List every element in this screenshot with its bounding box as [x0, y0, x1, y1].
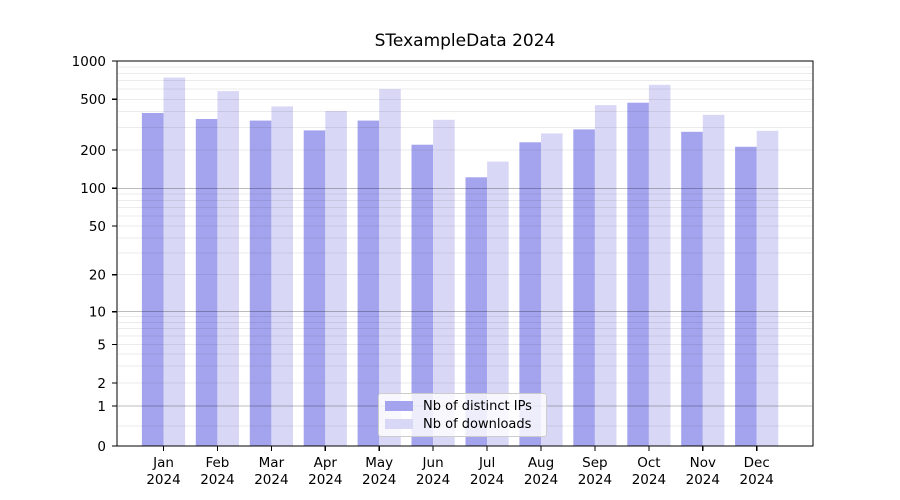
bar-ips-aug: [519, 142, 541, 447]
x-tick-label-month-may: May: [365, 455, 393, 471]
bar-ips-sep: [573, 129, 595, 446]
x-tick-label-year-feb: 2024: [200, 472, 234, 488]
axes-frame: [116, 60, 814, 447]
y-tick-label-500: 500: [80, 92, 106, 108]
bar-downloads-jan: [163, 77, 186, 446]
x-tick-label-month-dec: Dec: [744, 455, 770, 471]
legend-item-distinct-ips: Nb of distinct IPs: [379, 399, 546, 413]
bar-ips-jul: [465, 177, 488, 447]
legend: Nb of distinct IPs Nb of downloads: [378, 393, 547, 437]
y-tick-label-20: 20: [89, 268, 106, 284]
gridlines-layer: [118, 66, 812, 427]
legend-swatch-distinct-ips: [385, 400, 413, 412]
x-tick-label-year-jul: 2024: [470, 472, 504, 488]
bar-ips-may: [357, 120, 380, 446]
x-tick-label-year-nov: 2024: [686, 472, 720, 488]
x-tick-label-year-jun: 2024: [416, 472, 450, 488]
bar-downloads-jul: [487, 161, 509, 446]
bar-downloads-mar: [271, 106, 293, 447]
y-tick-label-10: 10: [89, 305, 106, 321]
plot-border: [116, 60, 814, 447]
tick-labels-layer: 01251020501002005001000Jan2024Feb2024Mar…: [72, 54, 774, 488]
bar-ips-oct: [627, 102, 649, 446]
x-tick-label-year-apr: 2024: [308, 472, 342, 488]
x-tick-label-month-oct: Oct: [637, 455, 660, 471]
x-tick-label-year-may: 2024: [362, 472, 396, 488]
bar-downloads-may: [379, 89, 401, 446]
x-tick-label-month-apr: Apr: [314, 455, 338, 471]
y-tick-label-100: 100: [80, 181, 106, 197]
bar-ips-dec: [735, 146, 757, 447]
y-tick-label-2: 2: [97, 376, 106, 392]
bar-downloads-nov: [702, 114, 725, 447]
bar-downloads-aug: [541, 133, 563, 446]
y-tick-label-1000: 1000: [72, 54, 106, 70]
bar-downloads-jun: [433, 119, 455, 447]
legend-swatch-downloads: [385, 418, 413, 430]
x-tick-label-year-dec: 2024: [740, 472, 774, 488]
bar-downloads-sep: [594, 105, 617, 446]
x-tick-label-month-mar: Mar: [259, 455, 285, 471]
tick-marks-layer: [112, 60, 758, 451]
y-tick-label-50: 50: [89, 219, 106, 235]
x-tick-label-month-jun: Jun: [422, 455, 444, 471]
y-tick-label-200: 200: [80, 143, 106, 159]
x-tick-label-month-aug: Aug: [528, 455, 554, 471]
y-tick-label-0: 0: [97, 439, 106, 455]
bar-ips-mar: [249, 120, 272, 446]
chart-title: STexampleData 2024: [375, 31, 556, 51]
bar-ips-nov: [681, 131, 703, 447]
x-tick-label-month-jan: Jan: [152, 455, 174, 471]
bar-downloads-oct: [648, 84, 671, 447]
x-tick-label-year-mar: 2024: [254, 472, 288, 488]
bar-ips-jan: [141, 113, 164, 446]
x-tick-label-year-aug: 2024: [524, 472, 558, 488]
x-tick-label-month-sep: Sep: [582, 455, 607, 471]
x-tick-label-month-feb: Feb: [205, 455, 229, 471]
y-tick-label-5: 5: [97, 337, 106, 353]
x-tick-label-month-nov: Nov: [690, 455, 716, 471]
x-tick-label-year-sep: 2024: [578, 472, 612, 488]
bar-downloads-feb: [217, 91, 239, 446]
y-tick-label-1: 1: [97, 399, 106, 415]
bar-ips-jun: [411, 144, 434, 446]
bar-ips-feb: [195, 119, 218, 446]
bar-downloads-dec: [756, 130, 779, 447]
x-tick-label-year-oct: 2024: [632, 472, 666, 488]
x-tick-label-year-jan: 2024: [146, 472, 180, 488]
legend-label-distinct-ips: Nb of distinct IPs: [423, 398, 532, 414]
legend-label-downloads: Nb of downloads: [423, 416, 532, 432]
bar-downloads-apr: [325, 111, 347, 446]
bar-ips-apr: [303, 130, 326, 446]
bars-layer: [141, 77, 779, 447]
x-tick-label-month-jul: Jul: [478, 455, 495, 471]
legend-item-downloads: Nb of downloads: [379, 417, 546, 431]
